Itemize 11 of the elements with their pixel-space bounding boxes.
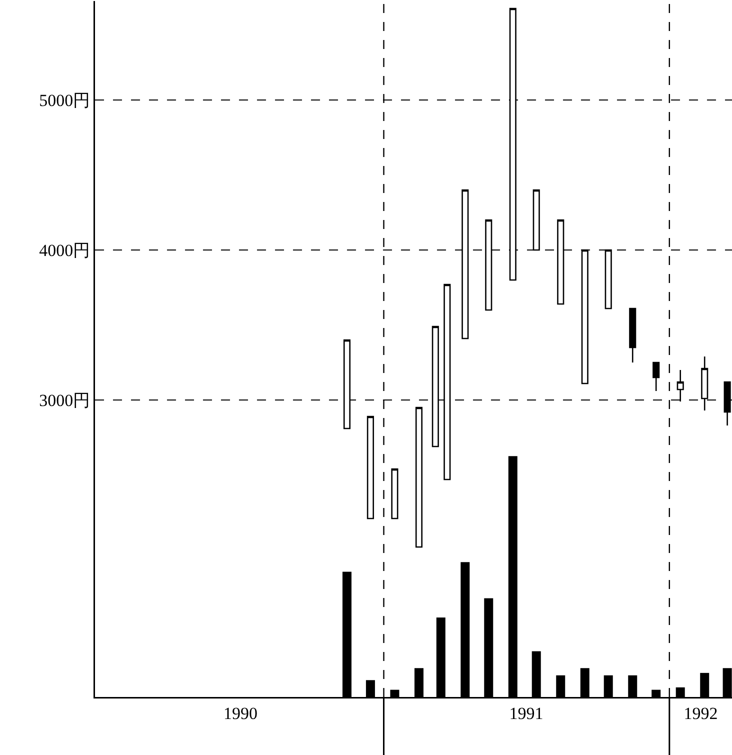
x-tick-label: 1992 — [684, 704, 718, 723]
candlestick — [391, 468, 398, 520]
candlestick — [366, 416, 374, 520]
x-tick-label: 1990 — [224, 704, 258, 723]
candlestick — [652, 362, 660, 392]
y-tick-label: 3000円 — [39, 390, 90, 410]
y-tick-label: 4000円 — [39, 240, 90, 260]
y-tick-label: 5000円 — [39, 90, 90, 110]
candlestick — [415, 406, 422, 548]
candlestick — [629, 308, 636, 364]
x-tick-label: 1991 — [509, 704, 544, 723]
